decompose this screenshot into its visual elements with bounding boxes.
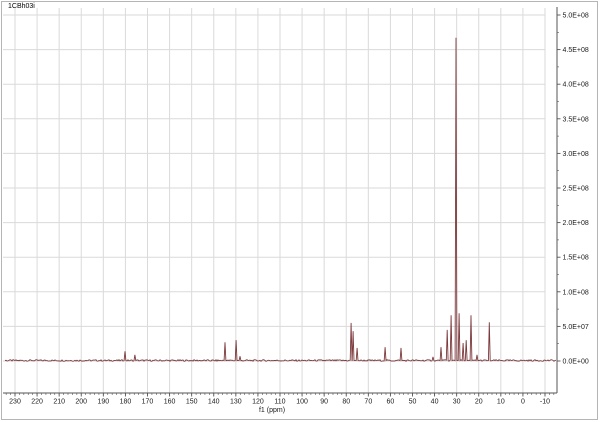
- x-axis-title: f1 (ppm): [259, 407, 285, 414]
- x-tick-label: 20: [475, 399, 483, 406]
- x-tick-label: -10: [540, 399, 550, 406]
- x-tick-label: 200: [75, 399, 87, 406]
- x-tick-label: 150: [186, 399, 198, 406]
- x-tick-label: 230: [9, 399, 21, 406]
- x-tick-label: 190: [97, 399, 109, 406]
- y-tick-label: 0.0E+00: [563, 359, 589, 366]
- y-tick-label: 1.5E+08: [563, 255, 589, 262]
- x-tick-label: 140: [208, 399, 220, 406]
- y-tick-label: 5.0E+07: [563, 324, 589, 331]
- y-tick-label: 5.0E+08: [563, 13, 589, 20]
- x-tick-label: 70: [364, 399, 372, 406]
- y-tick-label: 3.0E+08: [563, 151, 589, 158]
- y-tick-label: 2.5E+08: [563, 186, 589, 193]
- x-tick-label: 120: [252, 399, 264, 406]
- x-tick-label: 220: [31, 399, 43, 406]
- spectrum-title: 1CBh03i: [8, 3, 35, 10]
- x-tick-label: 0: [521, 399, 525, 406]
- x-tick-label: 30: [453, 399, 461, 406]
- y-tick-label: 1.0E+08: [563, 289, 589, 296]
- y-tick-label: 4.0E+08: [563, 82, 589, 89]
- x-tick-label: 210: [53, 399, 65, 406]
- y-tick-label: 3.5E+08: [563, 116, 589, 123]
- x-tick-label: 130: [230, 399, 242, 406]
- x-tick-label: 50: [409, 399, 417, 406]
- y-tick-label: 4.5E+08: [563, 47, 589, 54]
- y-tick-label: 2.0E+08: [563, 220, 589, 227]
- x-tick-label: 40: [431, 399, 439, 406]
- x-tick-label: 10: [497, 399, 505, 406]
- spectrum-trace: [4, 37, 557, 362]
- x-tick-label: 100: [296, 399, 308, 406]
- x-tick-label: 170: [142, 399, 154, 406]
- x-tick-label: 110: [274, 399, 285, 406]
- x-tick-label: 180: [120, 399, 132, 406]
- x-tick-label: 90: [320, 399, 328, 406]
- x-tick-label: 60: [387, 399, 395, 406]
- x-tick-label: 80: [342, 399, 350, 406]
- x-tick-label: 160: [164, 399, 176, 406]
